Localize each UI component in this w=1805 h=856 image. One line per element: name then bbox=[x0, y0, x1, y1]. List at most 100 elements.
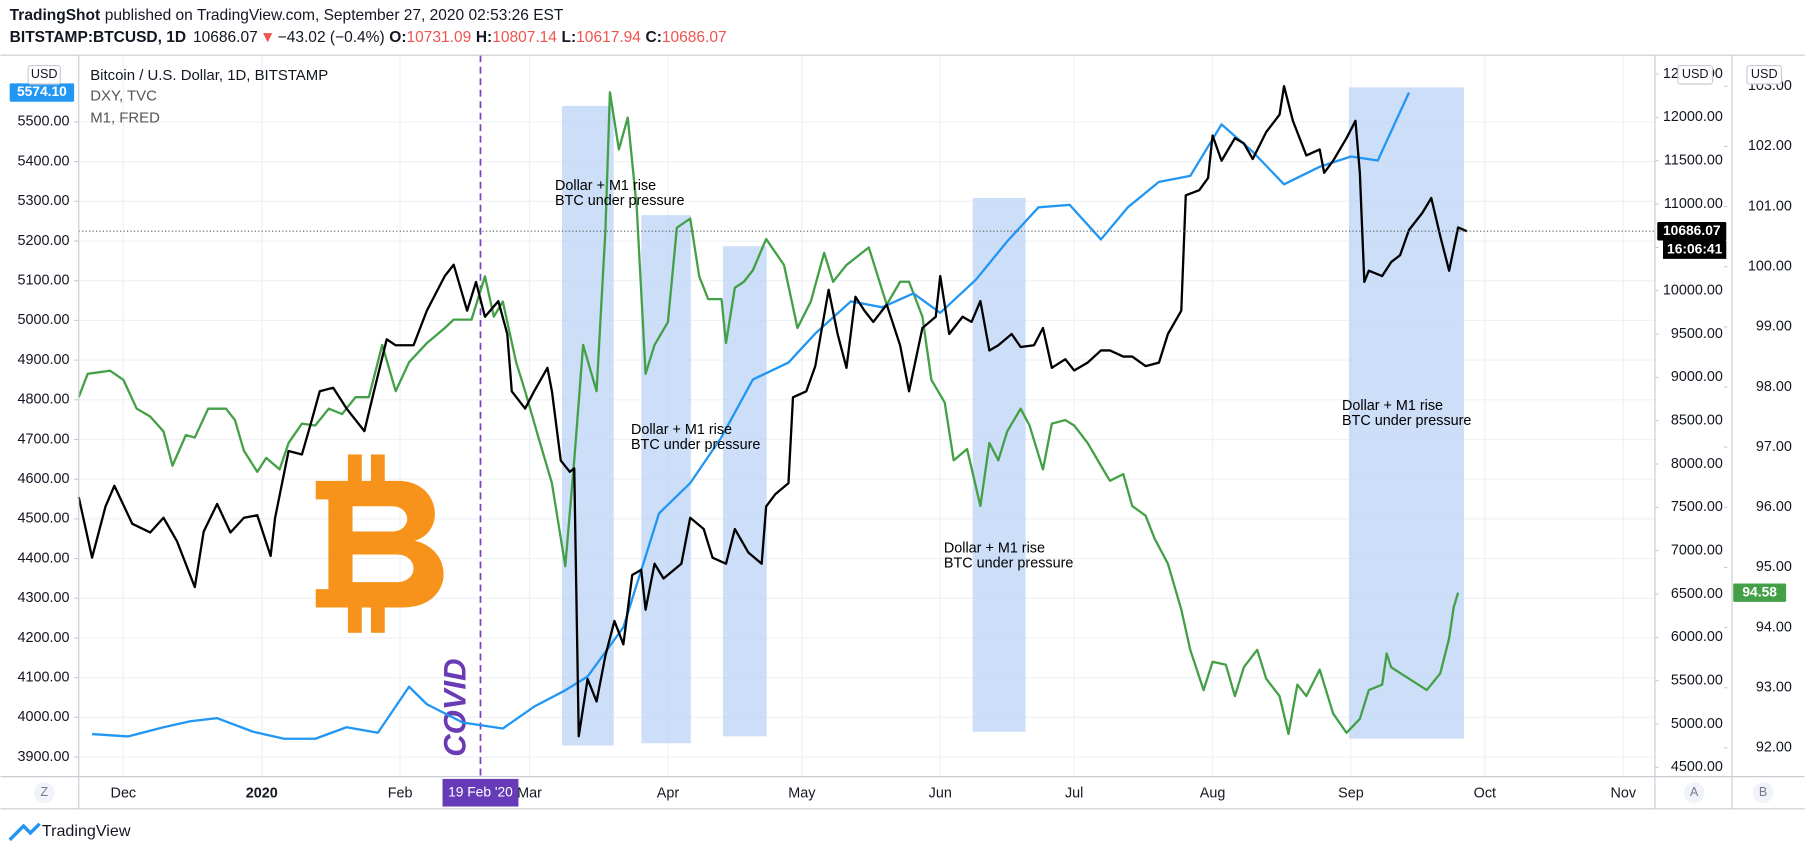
button[interactable] bbox=[1752, 782, 1774, 804]
y-tick-label: 5200.00 bbox=[18, 233, 70, 249]
button-label[interactable]: A bbox=[1690, 785, 1699, 799]
ohlc-key: H: bbox=[476, 29, 492, 46]
y-tick-label: 102.00 bbox=[1748, 138, 1792, 154]
price-tag-label: 10686.07 bbox=[1663, 223, 1721, 238]
y-tick-label: 4500.00 bbox=[18, 511, 70, 527]
button-label[interactable]: B bbox=[1759, 785, 1767, 799]
y-tick-label: 9500.00 bbox=[1671, 326, 1723, 342]
y-tick-label: 99.00 bbox=[1756, 319, 1792, 335]
badge bbox=[27, 65, 61, 85]
change: −43.02 (−0.4%) bbox=[278, 29, 385, 46]
annotation: Dollar + M1 rise bbox=[944, 541, 1045, 557]
logo-b bbox=[315, 480, 444, 608]
y-tick-label: 95.00 bbox=[1756, 559, 1792, 575]
countdown-tag bbox=[1663, 240, 1727, 259]
y-tick-label: 4000.00 bbox=[18, 709, 70, 725]
series-line bbox=[91, 92, 1411, 740]
y-tick-label: 101.00 bbox=[1748, 198, 1792, 214]
x-tick-label: Aug bbox=[1200, 786, 1226, 802]
annotation: Dollar + M1 rise bbox=[1342, 398, 1443, 414]
event-text: COVID bbox=[438, 658, 473, 756]
button[interactable] bbox=[33, 782, 55, 804]
y-tick-label: 93.00 bbox=[1756, 679, 1792, 695]
shaded-zone bbox=[723, 246, 767, 737]
price-tag bbox=[1733, 583, 1787, 602]
ohlc-value: 10617.94 bbox=[576, 29, 641, 46]
legend-entry: M1, FRED bbox=[90, 109, 160, 126]
bitcoin-logo bbox=[315, 454, 444, 633]
logo-bar bbox=[347, 454, 362, 487]
ohlc-key: O: bbox=[389, 29, 406, 46]
y-tick-label: 5500.00 bbox=[18, 114, 70, 130]
y-tick-label: 96.00 bbox=[1756, 499, 1792, 515]
series-line bbox=[77, 85, 1468, 738]
scale-buttons[interactable]: Z A B bbox=[33, 782, 1774, 804]
down-arrow: ▼ bbox=[260, 29, 275, 46]
logo-bar bbox=[370, 454, 385, 487]
price-tag-label: 5574.10 bbox=[17, 84, 67, 99]
x-tick-label: Jul bbox=[1065, 786, 1083, 802]
x-tick-label: 2020 bbox=[246, 786, 278, 802]
y-tick-label: 4500.00 bbox=[1671, 759, 1723, 775]
button-label[interactable]: Z bbox=[40, 785, 48, 799]
y-tick-label: 5000.00 bbox=[1671, 716, 1723, 732]
currency-label: USD bbox=[31, 67, 58, 81]
x-tick-label: Dec bbox=[111, 786, 137, 802]
y-tick-label: 9000.00 bbox=[1671, 369, 1723, 385]
logo-bar bbox=[347, 600, 362, 633]
plot: COVID bbox=[77, 55, 1655, 777]
y-tick-label: 3900.00 bbox=[18, 749, 70, 765]
y-tick-label: 4700.00 bbox=[18, 431, 70, 447]
footer-brand: TradingView bbox=[42, 822, 131, 840]
symbol: BITSTAMP:BTCUSD, 1D bbox=[10, 29, 186, 46]
annotation: BTC under pressure bbox=[1342, 413, 1471, 429]
price-tag bbox=[1657, 222, 1727, 241]
last-price: 10686.07 bbox=[193, 29, 258, 46]
x-tick-label: Jun bbox=[929, 786, 952, 802]
shaded-zones bbox=[561, 87, 1464, 746]
currency-label: USD bbox=[1682, 67, 1709, 81]
legend-entry: Bitcoin / U.S. Dollar, 1D, BITSTAMP bbox=[90, 67, 328, 84]
y-tick-label: 4400.00 bbox=[18, 550, 70, 566]
y-tick-label: 4800.00 bbox=[18, 392, 70, 408]
annotation: Dollar + M1 rise bbox=[555, 178, 656, 194]
y-tick-label: 92.00 bbox=[1756, 740, 1792, 756]
ohlc-value: 10686.07 bbox=[662, 29, 727, 46]
x-tick-label: Feb bbox=[388, 786, 413, 802]
frame bbox=[0, 54, 1805, 810]
y-tick-label: 4300.00 bbox=[18, 590, 70, 606]
shaded-zone bbox=[641, 215, 691, 744]
badge bbox=[1746, 65, 1783, 85]
shaded-zone bbox=[1348, 87, 1464, 739]
event-label-box bbox=[442, 778, 519, 807]
x-tick-label: May bbox=[788, 786, 816, 802]
badge bbox=[1677, 65, 1714, 85]
y-tick-label: 6500.00 bbox=[1671, 586, 1723, 602]
y-tick-label: 98.00 bbox=[1756, 379, 1792, 395]
annotation: BTC under pressure bbox=[944, 556, 1073, 572]
y-tick-label: 100.00 bbox=[1748, 259, 1792, 275]
y-tick-label: 7000.00 bbox=[1671, 543, 1723, 559]
x-tick-label: Mar bbox=[517, 786, 542, 802]
y-tick-label: 12000.00 bbox=[1663, 109, 1723, 125]
countdown-label: 16:06:41 bbox=[1667, 241, 1723, 256]
y-tick-label: 8500.00 bbox=[1671, 413, 1723, 429]
x-tick-label: Nov bbox=[1610, 786, 1636, 802]
legend-entry: DXY, TVC bbox=[90, 88, 157, 105]
y-tick-label: 5400.00 bbox=[18, 153, 70, 169]
ohlc-key: C: bbox=[646, 29, 662, 46]
ohlc-value: 10807.14 bbox=[492, 29, 557, 46]
y-tick-label: 5500.00 bbox=[1671, 673, 1723, 689]
y-tick-label: 8000.00 bbox=[1671, 456, 1723, 472]
y-tick-label: 5100.00 bbox=[18, 273, 70, 289]
button[interactable] bbox=[1683, 782, 1705, 804]
currency-badges: USD USD USD bbox=[27, 65, 1783, 85]
shaded-zone bbox=[972, 197, 1026, 732]
publish-text: published on TradingView.com, September … bbox=[105, 7, 564, 24]
y-tick-label: 5300.00 bbox=[18, 193, 70, 209]
author: TradingShot bbox=[10, 7, 101, 24]
axes: Dec 2020 Feb Mar Apr May Jun Jul Aug Sep Oct Nov 390… bbox=[18, 66, 1792, 802]
event-label: 19 Feb '20 bbox=[448, 784, 513, 799]
overlay: 19 Feb '20 10686.07 16:06:41 94.58 5574.10 bbox=[9, 83, 1787, 807]
